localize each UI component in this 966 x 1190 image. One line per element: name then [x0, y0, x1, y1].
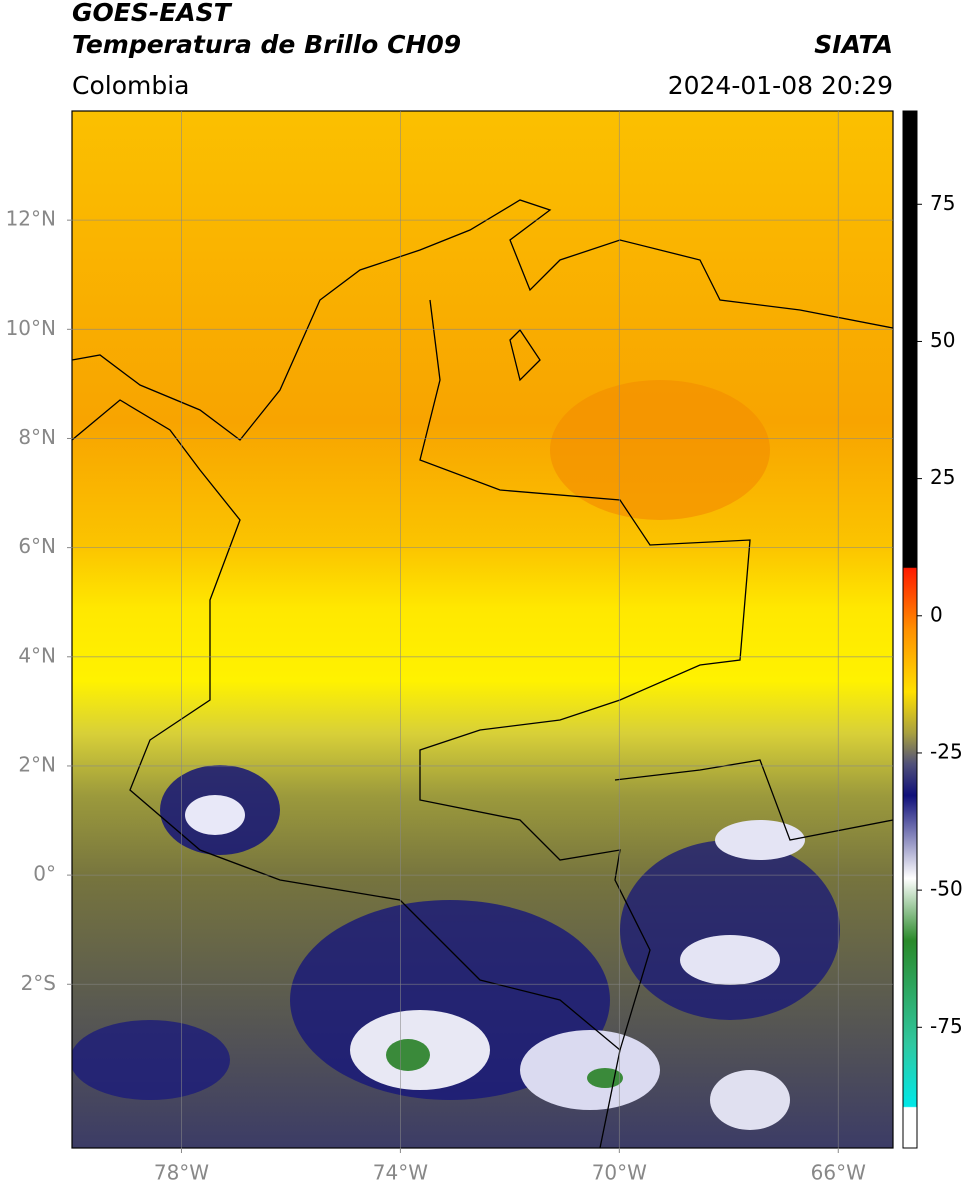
y-tick-label: 10°N: [6, 316, 56, 340]
y-tick-label: 0°: [33, 862, 56, 886]
y-tick-label: 8°N: [18, 425, 56, 449]
colorbar-tick-label: -25: [930, 739, 963, 763]
colorbar-tick-label: 50: [930, 328, 955, 352]
colorbar-tick-label: -50: [930, 877, 963, 901]
source: SIATA: [814, 30, 893, 59]
colorbar-tick-label: 0: [930, 602, 943, 626]
x-tick-label: 78°W: [154, 1161, 209, 1185]
datetime: 2024-01-08 20:29: [668, 71, 893, 100]
y-tick-label: 2°S: [21, 971, 56, 995]
colorbar-tick-label: 25: [930, 465, 955, 489]
map-frame: [71, 110, 894, 1149]
imagery: [72, 111, 893, 1148]
x-tick-label: 74°W: [373, 1161, 428, 1185]
title: GOES-EAST: [72, 0, 233, 27]
x-tick-label: 66°W: [811, 1161, 866, 1185]
subtitle: Temperatura de Brillo CH09: [72, 30, 461, 59]
region: Colombia: [72, 71, 189, 100]
axes: 78°W 74°W 70°W 66°W 12°N 10°N 8°N 6°N 4°N 2°N 0° 2°…: [6, 111, 963, 1185]
colorbar: [902, 110, 918, 1149]
colorbar-tick-label: -75: [930, 1014, 963, 1038]
x-tick-label: 70°W: [592, 1161, 647, 1185]
y-tick-label: 12°N: [6, 207, 56, 231]
y-tick-label: 6°N: [18, 534, 56, 558]
y-tick-label: 4°N: [18, 643, 56, 667]
y-tick-label: 2°N: [18, 752, 56, 776]
colorbar-tick-label: 75: [930, 191, 955, 215]
